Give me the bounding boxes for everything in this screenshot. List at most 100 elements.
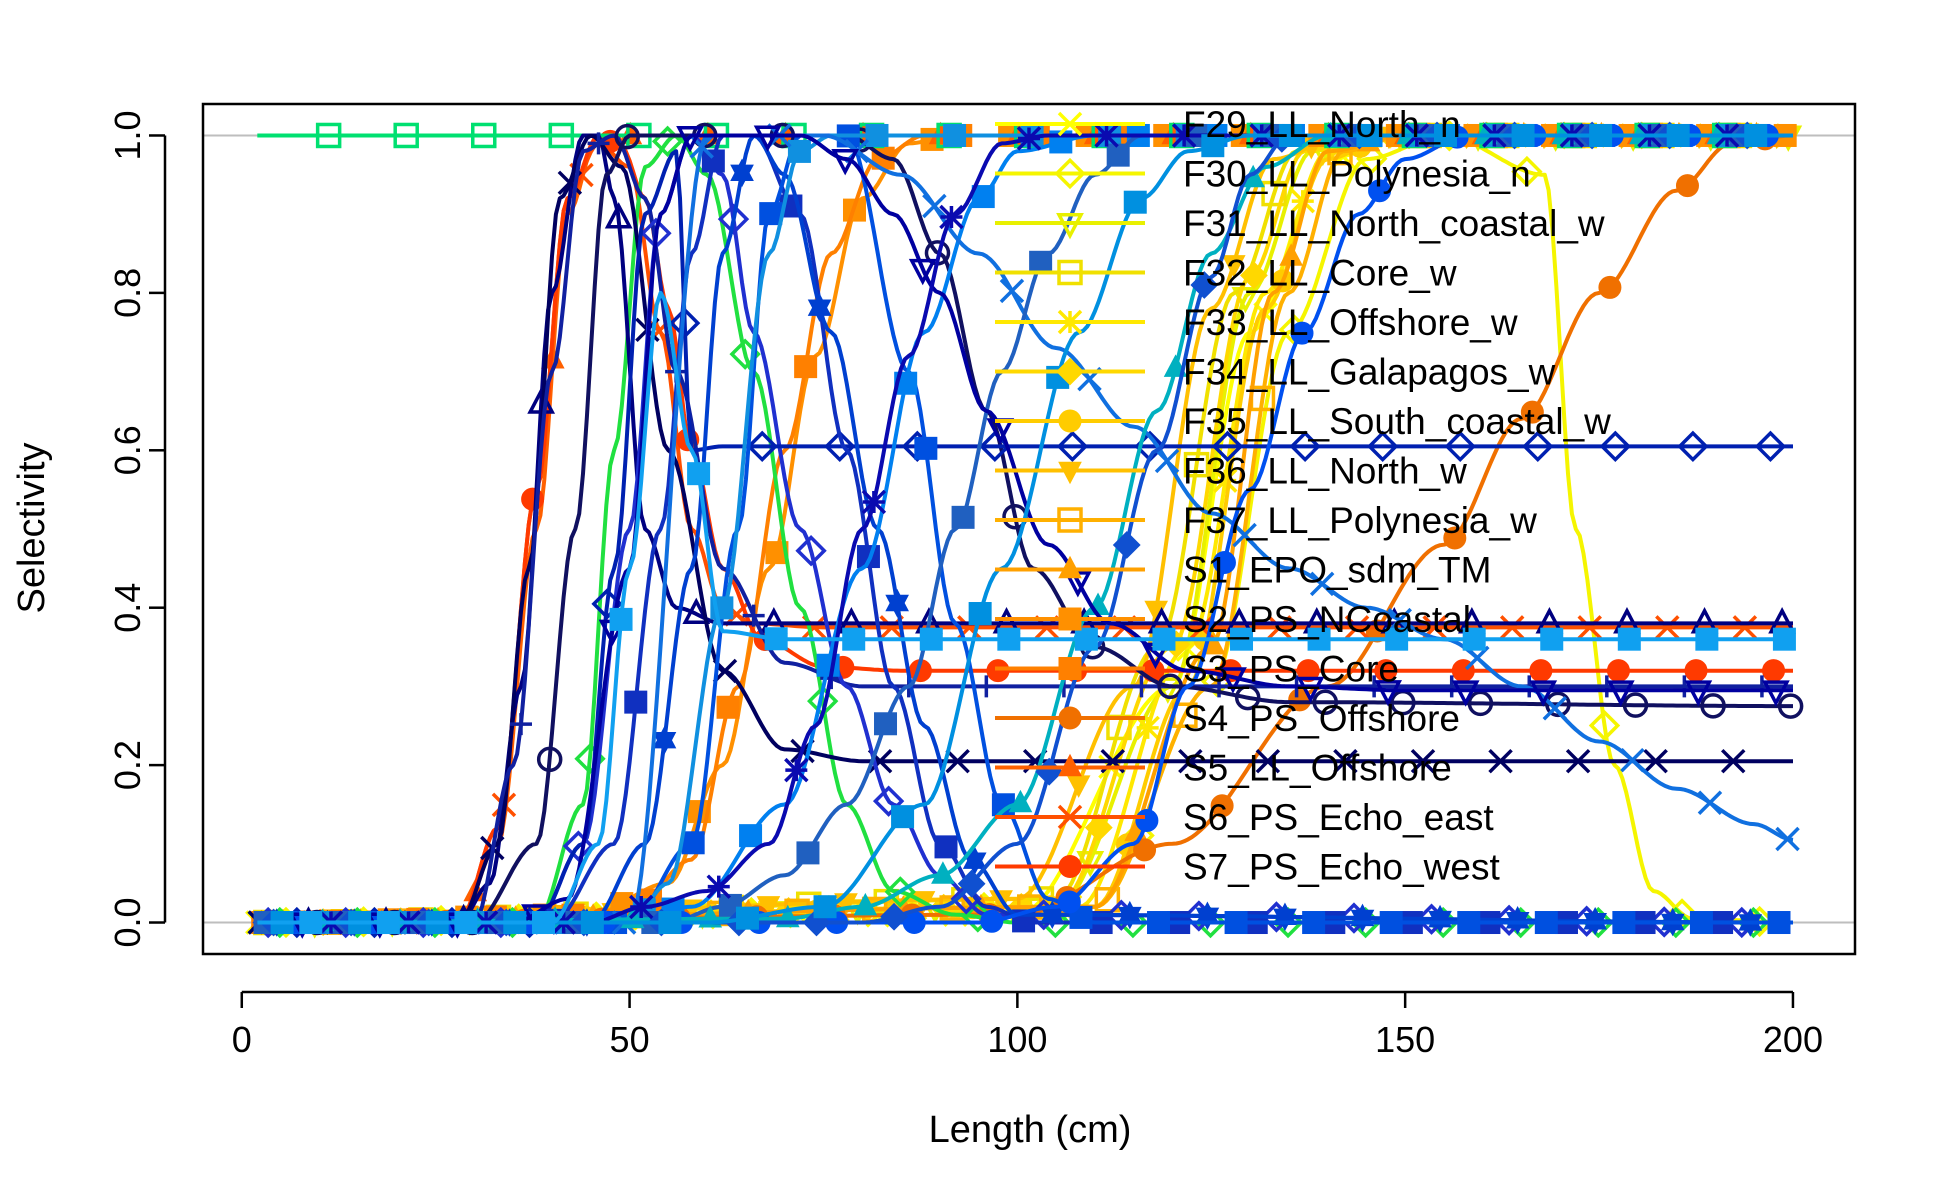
point [795, 535, 827, 567]
point [939, 204, 964, 230]
point [1058, 657, 1082, 680]
x-axis-label: Length (cm) [929, 1109, 1132, 1151]
series-line [257, 290, 1793, 925]
point [696, 121, 720, 145]
point [1577, 615, 1602, 640]
point [1540, 627, 1564, 651]
point [1212, 550, 1236, 574]
point [1240, 261, 1268, 290]
point [471, 122, 497, 149]
point [1643, 748, 1668, 774]
legend-label: S4_PS_Offshore [1183, 698, 1460, 739]
point [1368, 179, 1392, 203]
x-tick-label: 100 [987, 1019, 1047, 1060]
point [1094, 123, 1119, 148]
point [1695, 627, 1719, 651]
legend-label: F34_LL_Galapagos_w [1183, 352, 1556, 393]
x-tick-label: 0 [232, 1019, 252, 1060]
legend-item: F30_LL_Polynesia_n [995, 154, 1531, 195]
point [975, 675, 998, 698]
x-tick-label: 150 [1375, 1019, 1435, 1060]
point [701, 149, 725, 173]
point [872, 785, 905, 817]
point [739, 824, 763, 848]
point [548, 122, 575, 149]
point [753, 125, 782, 152]
point [1545, 691, 1571, 718]
point [676, 126, 704, 153]
point [604, 202, 633, 229]
point [853, 892, 878, 916]
point [614, 123, 640, 150]
point [1565, 748, 1591, 774]
legend-label: F36_LL_North_w [1183, 451, 1467, 492]
point [1084, 813, 1113, 842]
legend-item: S1_EPO_sdm_TM [995, 550, 1491, 591]
legend: F29_LL_North_n F30_LL_Polynesia_n F31_LL_N… [995, 104, 1611, 888]
point [962, 852, 987, 875]
legend-label: S7_PS_Echo_west [1183, 847, 1500, 888]
point [1307, 627, 1331, 651]
point [1057, 259, 1083, 286]
point [1289, 430, 1321, 463]
point [796, 841, 820, 865]
point [787, 139, 811, 163]
point [1379, 911, 1403, 935]
point [1772, 627, 1796, 651]
point [794, 355, 818, 379]
point [1057, 507, 1083, 533]
point [1767, 911, 1791, 935]
point [1147, 911, 1171, 935]
legend-label: F33_LL_Offshore_w [1183, 302, 1518, 343]
point [1056, 357, 1084, 386]
point [1522, 430, 1554, 463]
legend-item: S4_PS_Offshore [995, 698, 1460, 739]
point [1499, 615, 1525, 640]
point [1598, 275, 1622, 299]
point [1312, 689, 1339, 715]
point [1754, 430, 1787, 463]
legend-label: S5_LL_Offshore [1183, 748, 1452, 789]
y-tick-label: 0.4 [107, 583, 148, 633]
point [945, 748, 970, 774]
legend-label: F30_LL_Polynesia_n [1183, 154, 1531, 195]
point [765, 541, 789, 565]
point [1762, 659, 1786, 683]
point [1363, 675, 1386, 698]
point [1171, 123, 1197, 148]
point [454, 911, 478, 935]
point [968, 602, 992, 626]
point [865, 123, 889, 147]
point [1296, 676, 1325, 704]
point [1278, 123, 1302, 147]
point [1219, 667, 1247, 694]
point [1620, 747, 1645, 773]
point [1058, 409, 1082, 433]
point [1529, 680, 1558, 707]
legend-label: S6_PS_Echo_east [1183, 797, 1494, 838]
legend-item: S6_PS_Echo_east [995, 797, 1494, 838]
x-axis: 0 50 100 150 200 [232, 990, 1823, 1060]
legend-item: S2_PS_NCoastal [995, 599, 1471, 640]
point [1058, 607, 1082, 631]
legend-label: S2_PS_NCoastal [1183, 599, 1471, 640]
point [1302, 911, 1326, 935]
point [1057, 111, 1083, 137]
point [1599, 430, 1632, 463]
point [687, 462, 711, 486]
point [1606, 659, 1630, 683]
point [536, 746, 563, 773]
point [1660, 913, 1685, 937]
point [1410, 748, 1436, 774]
point [931, 861, 955, 884]
point [730, 164, 754, 188]
point [1684, 659, 1708, 683]
point [1677, 430, 1709, 463]
point [1106, 143, 1130, 167]
point [1433, 123, 1457, 147]
series-layer [245, 120, 1804, 939]
legend-item: F35_LL_South_coastal_w [995, 401, 1611, 442]
y-tick-label: 0.6 [107, 425, 148, 475]
point [509, 713, 532, 736]
